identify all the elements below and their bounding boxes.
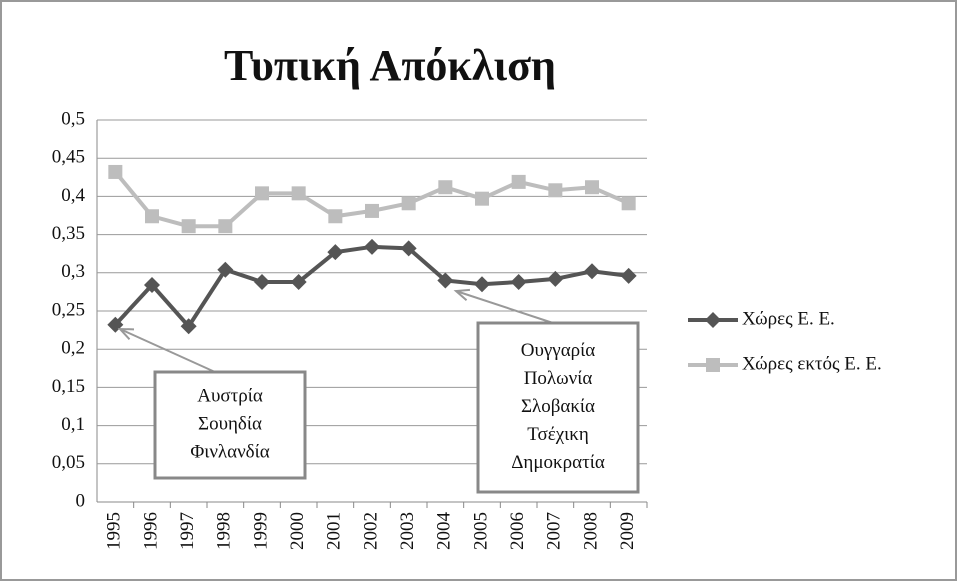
legend-marker: [705, 312, 721, 328]
y-tick-label: 0,2: [61, 338, 85, 359]
point: [144, 277, 160, 294]
point: [585, 180, 599, 195]
y-tick-label: 0,25: [52, 299, 85, 320]
chart-title: Τυπική Απόκλιση: [224, 41, 556, 90]
y-tick-label: 0,3: [61, 261, 85, 282]
annotation-text: Φινλανδία: [190, 441, 269, 462]
annotation-text: Σουηδία: [198, 413, 262, 434]
annotation-text: Ουγγαρία: [521, 340, 595, 361]
annotation-box: [476, 321, 640, 494]
y-tick-label: 0: [76, 490, 86, 511]
annotation-text: Πολωνία: [524, 368, 593, 389]
point: [438, 180, 453, 195]
x-tick-label: 2003: [397, 512, 418, 550]
point: [108, 164, 123, 179]
point: [548, 183, 563, 198]
y-tick-label: 0,5: [61, 108, 85, 129]
point: [218, 219, 233, 234]
point: [180, 318, 197, 335]
y-tick-label: 0,4: [61, 185, 85, 206]
annotation-text: Αυστρία: [197, 385, 263, 406]
point: [621, 196, 636, 211]
point: [401, 196, 416, 211]
point: [181, 219, 196, 234]
x-tick-label: 2009: [617, 512, 638, 550]
y-tick-label: 0,1: [61, 414, 85, 435]
annotation-text: Δημοκρατία: [511, 452, 605, 473]
point: [291, 186, 306, 201]
point: [547, 270, 564, 287]
point: [255, 186, 269, 201]
y-tick-label: 0,35: [52, 223, 85, 244]
annotation-text: Τσέχικη: [527, 424, 589, 445]
arrow-head: [117, 327, 135, 340]
point: [400, 240, 417, 257]
y-tick-label: 0,05: [52, 452, 85, 473]
point: [327, 244, 344, 261]
point: [437, 272, 454, 289]
point: [511, 174, 526, 189]
annotation-text: Σλοβακία: [521, 396, 595, 417]
legend-label: Χώρες εκτός Ε. Ε.: [742, 353, 882, 374]
x-tick-label: 1997: [177, 512, 198, 550]
point: [584, 263, 600, 280]
y-tick-label: 0,15: [52, 376, 85, 397]
point: [254, 273, 270, 290]
x-tick-label: 2007: [544, 512, 565, 550]
x-tick-label: 2001: [324, 512, 345, 550]
point: [217, 261, 234, 278]
annotation-arrow: [455, 290, 554, 324]
x-tick-label: 2004: [434, 512, 455, 551]
point: [510, 273, 527, 290]
legend-marker: [706, 358, 720, 372]
point: [145, 209, 159, 224]
annotation-arrow: [119, 328, 216, 373]
x-tick-label: 1995: [104, 512, 125, 550]
point: [290, 273, 307, 290]
x-tick-label: 1999: [250, 512, 271, 550]
point: [328, 209, 343, 224]
point: [474, 276, 490, 293]
x-tick-label: 2002: [360, 512, 381, 550]
legend-label: Χώρες Ε. Ε.: [742, 308, 835, 329]
x-tick-label: 2005: [470, 512, 491, 550]
point: [364, 238, 380, 255]
point: [620, 267, 637, 284]
point: [475, 191, 489, 206]
x-tick-label: 2008: [580, 512, 601, 550]
x-tick-label: 1996: [140, 512, 161, 550]
x-tick-label: 2006: [507, 512, 528, 550]
point: [365, 203, 379, 218]
annotation-box: [153, 370, 307, 480]
y-tick-label: 0,45: [52, 147, 85, 168]
arrow-head: [453, 288, 471, 301]
x-tick-label: 2000: [287, 512, 308, 550]
x-tick-label: 1998: [214, 512, 235, 550]
